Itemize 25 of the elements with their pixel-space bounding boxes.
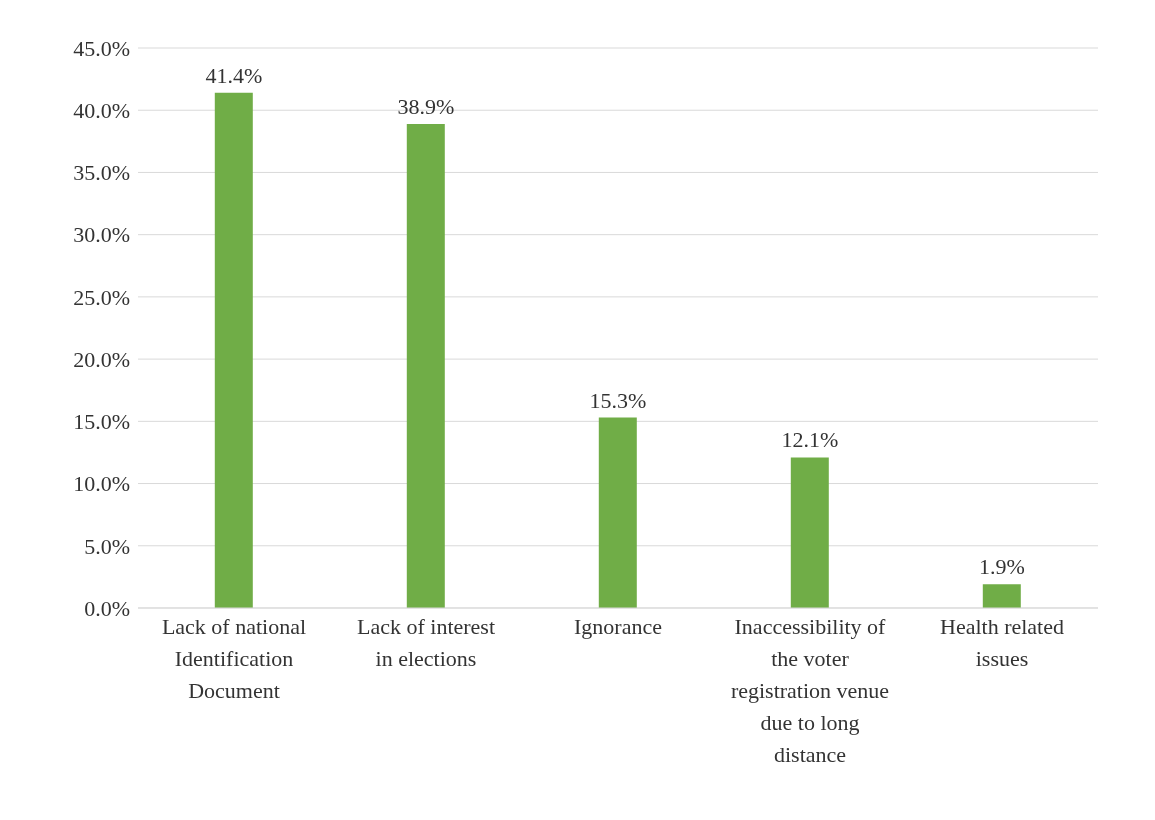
x-tick-label: Health related issues — [940, 614, 1064, 671]
y-tick-label: 5.0% — [84, 533, 130, 559]
bar — [790, 457, 829, 608]
data-label: 38.9% — [397, 93, 455, 119]
bar — [982, 584, 1021, 608]
x-tick-label: Inaccessibility of the voter registration venue due to long distance — [730, 614, 890, 767]
y-tick-label: 0.0% — [84, 595, 130, 621]
y-tick-label: 25.0% — [73, 284, 130, 310]
bar — [214, 92, 253, 608]
x-tick-label: Lack of interest in elections — [356, 614, 496, 671]
data-label: 1.9% — [978, 554, 1025, 580]
data-label: 41.4% — [205, 62, 263, 88]
bar — [406, 123, 445, 608]
y-tick-label: 20.0% — [73, 346, 130, 372]
bar — [598, 417, 637, 608]
y-tick-label: 10.0% — [73, 471, 130, 497]
y-tick-label: 15.0% — [73, 409, 130, 435]
data-label: 15.3% — [589, 387, 647, 413]
y-tick-label: 45.0% — [73, 35, 130, 61]
data-label: 12.1% — [781, 427, 839, 453]
x-tick-label: Lack of national Identification Document — [161, 614, 307, 703]
y-tick-label: 30.0% — [73, 222, 130, 248]
x-tick-label: Ignorance — [574, 614, 662, 639]
y-tick-label: 40.0% — [73, 98, 130, 124]
y-tick-label: 35.0% — [73, 160, 130, 186]
